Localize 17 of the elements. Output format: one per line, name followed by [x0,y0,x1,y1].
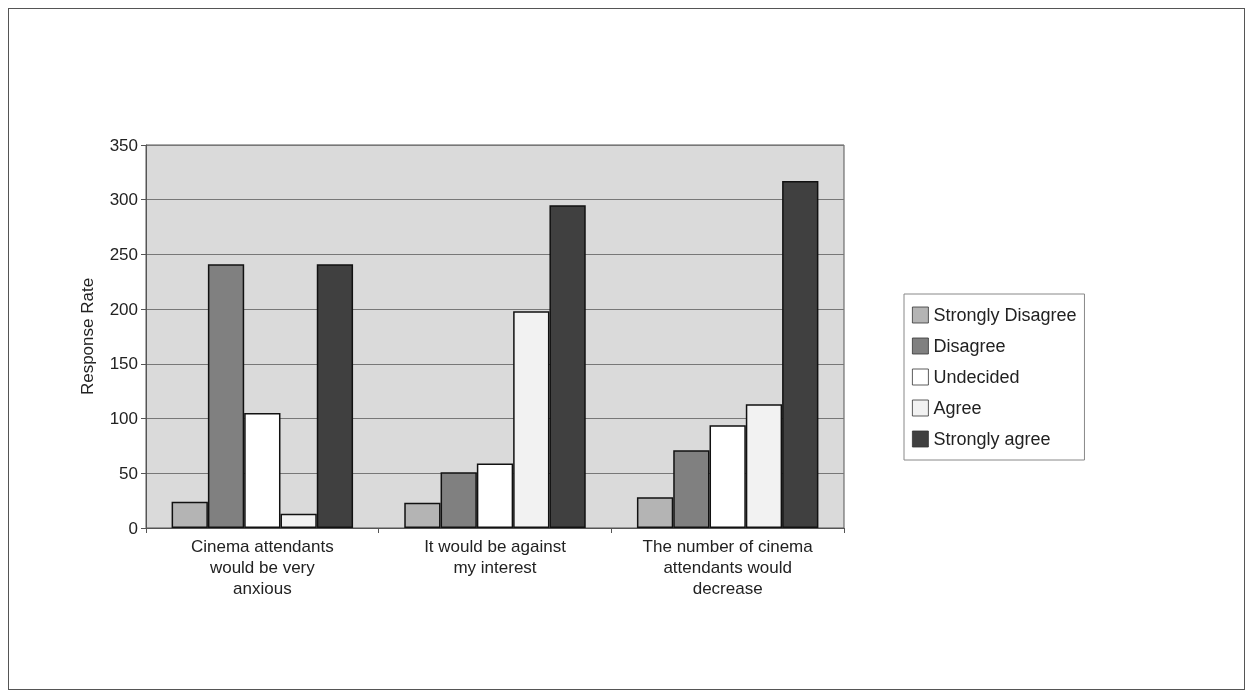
y-tick-label: 250 [109,244,138,264]
legend-label: Agree [933,398,982,418]
y-axis-title: Response Rate [78,277,97,396]
y-tick-label: 200 [109,299,138,319]
y-tick-label: 300 [109,190,138,210]
x-tick-label: Cinema attendants would be very anxious [190,537,334,598]
y-tick-label: 100 [109,409,138,429]
x-tick-label: It would be against my interest [424,537,567,577]
y-tick-label: 350 [109,135,138,155]
y-tick-label: 50 [119,463,138,483]
legend-label: Undecided [933,367,1020,387]
legend-label: Disagree [933,336,1006,356]
legend-label: Strongly Disagree [933,305,1077,325]
x-tick-label: The number of cinema attendants would decrease [642,537,814,598]
legend-label: Strongly agree [933,429,1051,449]
y-tick-label: 150 [109,354,138,374]
y-tick-label: 0 [128,518,138,538]
